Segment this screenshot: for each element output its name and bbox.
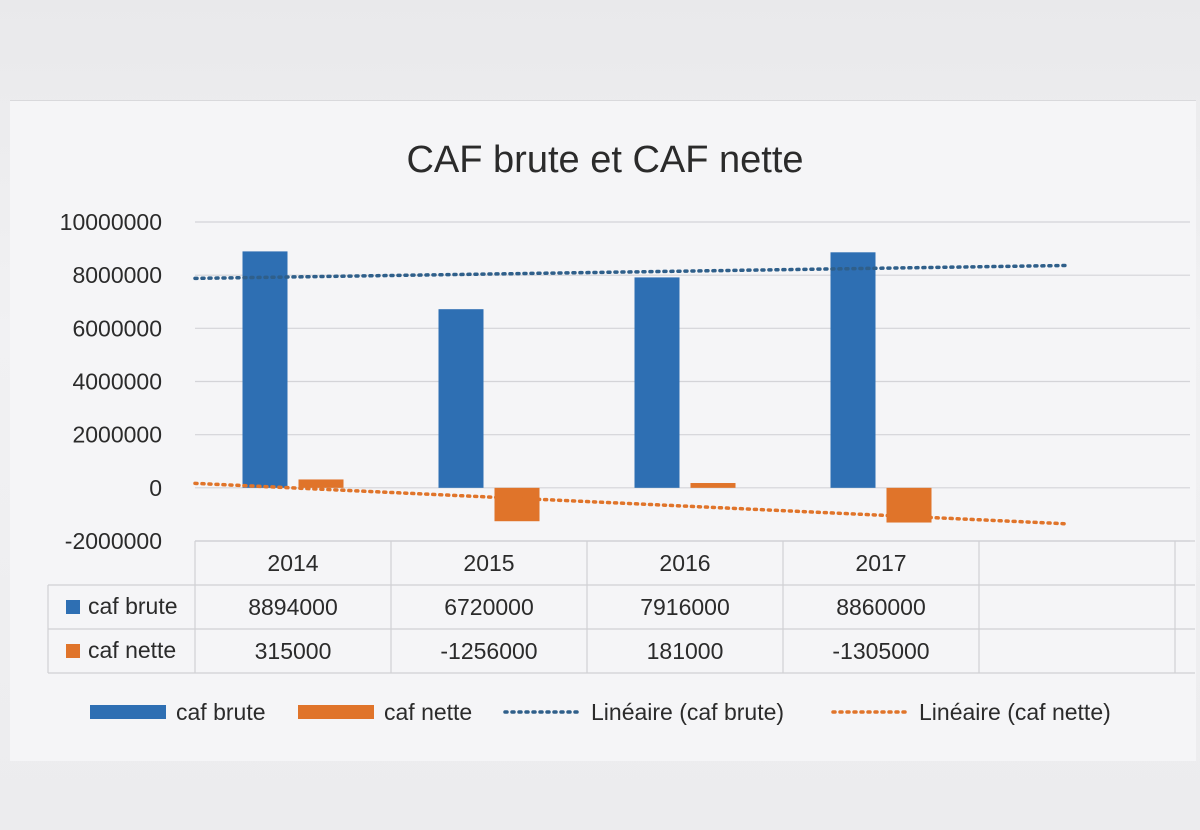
bar-caf-nette-2015 <box>494 487 540 522</box>
trendline-caf-nette <box>193 481 1069 526</box>
table-value: 7916000 <box>640 594 730 620</box>
table-category-2016: 2016 <box>659 550 710 576</box>
chart-title: CAF brute et CAF nette <box>406 139 803 181</box>
legend-label: Linéaire (caf brute) <box>591 699 784 725</box>
trendline-caf-brute <box>193 263 1069 281</box>
chart-paper <box>10 100 1196 761</box>
table-value: 8860000 <box>836 594 926 620</box>
table-value: 6720000 <box>444 594 534 620</box>
y-axis-tick-labels: 10000000 8000000 6000000 4000000 2000000 0 -20… <box>60 209 162 554</box>
table-series-label: caf brute <box>88 593 178 619</box>
y-tick-label: -2000000 <box>65 528 162 554</box>
table-category-2015: 2015 <box>463 550 514 576</box>
table-value: 8894000 <box>248 594 338 620</box>
legend-label: caf brute <box>176 699 266 725</box>
table-series-label: caf nette <box>88 637 176 663</box>
y-tick-label: 10000000 <box>60 209 162 235</box>
y-tick-label: 0 <box>149 475 162 501</box>
legend-label: Linéaire (caf nette) <box>919 699 1111 725</box>
table-value: -1305000 <box>832 638 929 664</box>
table-value: 181000 <box>647 638 724 664</box>
bar-caf-brute-2015 <box>438 309 484 488</box>
legend-key-caf-brute <box>90 705 166 719</box>
table-category-2017: 2017 <box>855 550 906 576</box>
data-table: 2014 2015 2016 2017 caf brute 8894000 6720000 7… <box>47 540 1195 674</box>
bar-caf-brute-2017 <box>830 252 876 488</box>
legend-key-caf-nette <box>298 705 374 719</box>
table-legend-key-caf-nette <box>66 644 80 658</box>
y-tick-label: 4000000 <box>72 369 162 395</box>
trendlines <box>193 263 1069 526</box>
table-value: -1256000 <box>440 638 537 664</box>
legend: caf brute caf nette Linéaire (caf brute) Li… <box>90 699 1111 725</box>
table-category-2014: 2014 <box>267 550 318 576</box>
bar-caf-nette-2014 <box>298 479 344 488</box>
bars <box>242 251 932 523</box>
y-tick-label: 2000000 <box>72 422 162 448</box>
bar-caf-brute-2016 <box>634 277 680 488</box>
legend-label: caf nette <box>384 699 472 725</box>
table-value: 315000 <box>255 638 332 664</box>
y-tick-label: 8000000 <box>72 262 162 288</box>
bar-caf-nette-2016 <box>690 483 736 488</box>
table-legend-key-caf-brute <box>66 600 80 614</box>
bar-caf-brute-2014 <box>242 251 288 488</box>
y-tick-label: 6000000 <box>72 315 162 341</box>
